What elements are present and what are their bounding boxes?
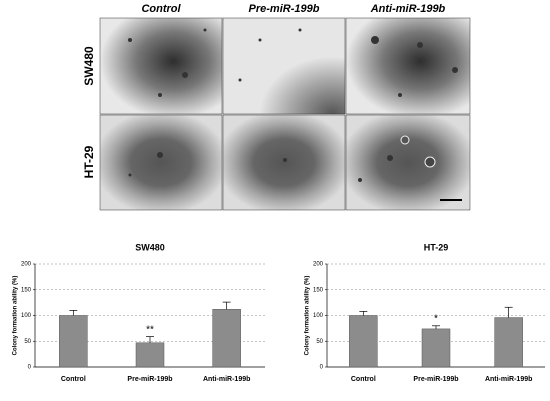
- error-bar: [69, 310, 78, 316]
- x-tick-label: Anti-miR-199b: [203, 376, 250, 383]
- y-tick-label: 50: [24, 339, 31, 345]
- y-tick-label: 200: [21, 262, 32, 268]
- bar: [421, 328, 451, 368]
- significance-mark: **: [146, 324, 154, 335]
- micrographs: [99, 17, 471, 211]
- error-bar: [359, 311, 368, 316]
- y-tick-label: 150: [313, 287, 324, 293]
- y-tick-label: 100: [313, 313, 324, 319]
- chart-title: HT-29: [424, 242, 449, 252]
- y-tick-label: 0: [28, 365, 32, 371]
- row-label: HT-29: [82, 145, 96, 178]
- bar: [135, 342, 165, 368]
- column-label: Pre-miR-199b: [249, 3, 320, 15]
- y-axis-label: Colony formation ability (%): [305, 276, 311, 356]
- bar: [212, 309, 241, 368]
- x-tick-label: Pre-miR-199b: [413, 376, 458, 383]
- y-tick-label: 50: [316, 339, 323, 345]
- x-tick-label: Pre-miR-199b: [127, 376, 172, 383]
- y-tick-label: 200: [313, 262, 324, 268]
- bar: [59, 315, 88, 368]
- error-bar: [146, 336, 154, 343]
- x-tick-label: Anti-miR-199b: [485, 376, 532, 383]
- y-tick-label: 100: [21, 313, 32, 319]
- bar: [349, 315, 378, 368]
- row-label: SW480: [82, 46, 96, 86]
- x-tick-label: Control: [61, 376, 86, 383]
- significance-mark: *: [434, 313, 438, 324]
- bar: [494, 317, 523, 368]
- error-bar: [504, 306, 513, 318]
- error-bar: [222, 301, 231, 310]
- x-tick-label: Control: [351, 376, 376, 383]
- column-label: Anti-miR-199b: [370, 3, 446, 15]
- y-tick-label: 0: [320, 365, 324, 371]
- chart-title: SW480: [135, 242, 165, 252]
- column-label: Control: [141, 3, 181, 15]
- y-axis-label: Colony formation ability (%): [13, 276, 19, 356]
- y-tick-label: 150: [21, 287, 32, 293]
- error-bar: [432, 325, 440, 329]
